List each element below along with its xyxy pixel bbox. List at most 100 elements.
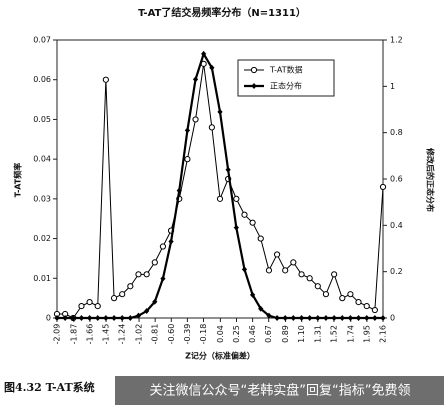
data-point <box>144 308 150 315</box>
data-point <box>380 315 386 321</box>
x-tick-label: -1.45 <box>102 324 111 345</box>
data-point <box>347 291 354 298</box>
data-point <box>102 76 109 83</box>
x-tick-label: 0.46 <box>248 325 257 343</box>
x-tick-label: 1.10 <box>297 325 306 343</box>
y-tick-label: 0.02 <box>33 234 51 243</box>
data-point <box>159 243 167 250</box>
data-point <box>266 312 272 319</box>
data-point <box>339 315 345 321</box>
data-point <box>201 50 207 57</box>
data-point <box>135 271 142 278</box>
y-axis-label: T-AT频率 <box>13 163 23 198</box>
data-point <box>347 315 353 321</box>
data-point <box>257 235 264 242</box>
data-point <box>355 315 362 321</box>
data-point <box>249 219 256 226</box>
data-point <box>363 302 370 310</box>
x-tick-label: -0.81 <box>151 324 160 345</box>
data-point <box>241 211 248 218</box>
x-tick-label: -1.02 <box>135 324 144 345</box>
x-tick-label: -0.18 <box>199 324 208 345</box>
caption: 图4.32 T-AT系统 <box>4 380 95 394</box>
legend-label: 正态分布 <box>270 81 302 91</box>
data-point <box>119 291 126 298</box>
x-tick-label: -1.24 <box>118 324 127 345</box>
data-point <box>274 315 280 321</box>
data-point <box>225 166 231 173</box>
y2-tick-label: 0.8 <box>390 128 403 137</box>
data-point <box>209 64 215 71</box>
watermark: 关注微信公众号“老韩实盘”回复“指标”免费领 <box>150 383 411 399</box>
data-point <box>331 271 338 278</box>
data-point <box>127 283 134 290</box>
series-line <box>57 63 384 319</box>
data-point <box>217 108 223 115</box>
x-tick-label: 0.25 <box>232 325 241 343</box>
legend-box <box>237 59 335 97</box>
data-point <box>258 305 264 312</box>
data-point <box>151 259 158 266</box>
x-tick-label: -1.87 <box>69 324 78 345</box>
y-tick-label: 0.01 <box>33 274 51 283</box>
data-point <box>208 124 215 131</box>
data-point <box>152 298 158 305</box>
x-tick-label: 0.04 <box>216 325 225 343</box>
data-point <box>250 291 256 298</box>
x-tick-label: -0.39 <box>183 324 192 345</box>
data-point <box>94 302 101 310</box>
data-point <box>323 315 329 321</box>
watermark-bg <box>115 376 444 405</box>
data-point <box>379 183 387 191</box>
data-point <box>306 275 313 282</box>
y-tick-label: 0.05 <box>33 115 51 124</box>
data-point <box>184 156 191 163</box>
data-point <box>119 315 125 321</box>
data-point <box>70 315 76 321</box>
x-tick-label: -2.09 <box>53 324 62 345</box>
x-tick-label: -1.66 <box>85 324 94 345</box>
legend-marker <box>250 66 258 74</box>
data-point <box>127 315 133 321</box>
x-tick-label: 1.31 <box>313 325 322 343</box>
y2-tick-label: 1.2 <box>390 36 403 45</box>
x-tick-label: 2.16 <box>379 325 388 343</box>
data-point <box>78 315 85 321</box>
data-point <box>298 315 305 321</box>
data-point <box>364 315 370 321</box>
data-point <box>355 299 362 306</box>
y2-tick-label: 1 <box>390 82 395 91</box>
data-point <box>87 315 93 321</box>
data-point <box>233 195 240 202</box>
legend-label: T-AT数据 <box>269 65 303 75</box>
data-point <box>216 195 224 202</box>
data-point <box>265 267 273 274</box>
data-point <box>95 315 101 321</box>
data-point <box>298 271 305 278</box>
data-point <box>290 259 297 266</box>
x-tick-label: 0.89 <box>281 325 290 343</box>
data-point <box>282 315 288 321</box>
data-point <box>110 295 118 302</box>
data-point <box>78 302 85 310</box>
data-point <box>168 238 174 245</box>
y-tick-label: 0.03 <box>33 194 51 203</box>
data-point <box>282 267 289 274</box>
data-point <box>315 315 321 321</box>
y2-tick-label: 0.6 <box>390 175 403 184</box>
data-point <box>314 283 321 290</box>
chart-title: T-AT了结交易频率分布（N=1311） <box>138 6 306 19</box>
data-point <box>331 315 337 321</box>
x-tick-label: -0.60 <box>167 324 176 345</box>
y2-tick-label: 0.4 <box>390 221 403 230</box>
data-point <box>192 76 199 83</box>
y2-axis-label: 修改后的正态分布 <box>426 147 436 212</box>
data-point <box>241 266 248 273</box>
data-point <box>160 275 166 282</box>
data-point <box>143 271 150 278</box>
data-point <box>322 291 330 298</box>
y2-tick-label: 0 <box>390 314 395 323</box>
data-point <box>192 116 199 123</box>
y-tick-label: 0.06 <box>33 75 51 84</box>
